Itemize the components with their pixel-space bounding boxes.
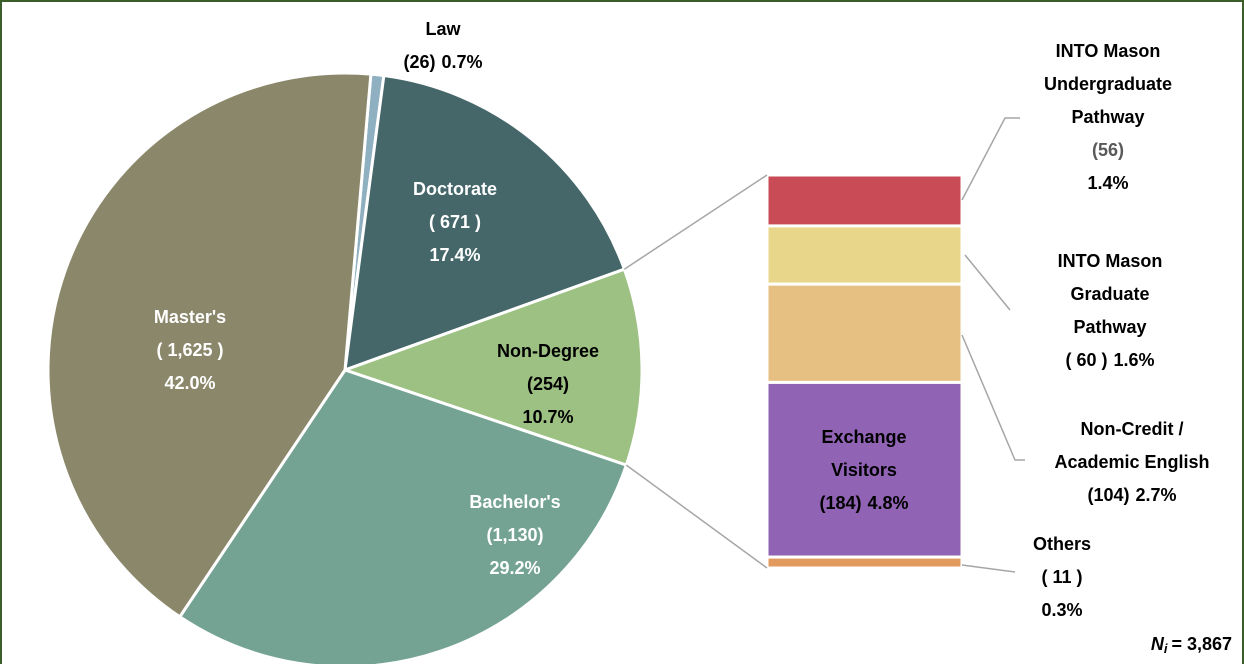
data-label: ( 60 ) 1.6% [1065, 350, 1154, 370]
data-label: (104) 2.7% [1087, 485, 1176, 505]
count-label: ( 671 ) [429, 212, 481, 232]
total-note: Ni = 3,867 [1151, 634, 1232, 657]
data-label: 0.7% [441, 52, 482, 72]
data-label: 17.4% [429, 245, 480, 265]
count-label: (254) [527, 374, 569, 394]
percent-label: 10.7% [522, 407, 573, 427]
bar-segment [765, 173, 964, 228]
count-label: (1,130) [486, 525, 543, 545]
leader-line [961, 564, 1016, 573]
connector [623, 174, 768, 270]
label-name: Master's [154, 307, 226, 327]
data-label: 10.7% [522, 407, 573, 427]
data-label: (1,130) [486, 525, 543, 545]
data-label: 1.4% [1087, 173, 1128, 193]
percent-label: 17.4% [429, 245, 480, 265]
data-label: (184) 4.8% [819, 493, 908, 513]
label-name: INTO Mason Graduate Pathway [1058, 251, 1163, 337]
data-label: ( 60 ) [1065, 350, 1107, 370]
count-label: ( 1,625 ) [156, 340, 223, 360]
count-label: ( 11 ) [1041, 567, 1082, 587]
total-subscript: i [1164, 641, 1168, 656]
count-label: (56) [1092, 140, 1124, 160]
data-label: (254) [527, 374, 569, 394]
data-label: (56) [1092, 140, 1124, 160]
percent-label: 1.4% [1087, 173, 1128, 193]
data-label: (26) 0.7% [403, 52, 482, 72]
percent-label: 0.3% [1041, 600, 1082, 620]
total-value: = 3,867 [1171, 634, 1232, 654]
label-name: Law [425, 19, 461, 39]
bar-segment [765, 555, 964, 570]
data-label: 42.0% [164, 373, 215, 393]
label-name: Non-Degree [497, 341, 599, 361]
label-name: Bachelor's [469, 492, 560, 512]
percent-label: 29.2% [489, 558, 540, 578]
bar-segment [765, 282, 964, 384]
label-name: Others [1033, 534, 1091, 554]
data-label: 4.8% [868, 493, 909, 513]
pie-slice [177, 368, 629, 664]
pie-slice [343, 73, 627, 373]
label-name: Doctorate [413, 179, 497, 199]
label-name: Exchange Visitors [821, 427, 906, 480]
leader-line [961, 334, 1025, 461]
bar-segment [765, 224, 964, 286]
data-label: 2.7% [1136, 485, 1177, 505]
data-label: (184) [819, 493, 861, 513]
percent-label: 42.0% [164, 373, 215, 393]
pie-slice [46, 71, 373, 619]
data-label: (104) [1087, 485, 1129, 505]
data-label: ( 1,625 ) [156, 340, 223, 360]
connector [625, 464, 768, 569]
data-label: ( 671 ) [429, 212, 481, 232]
leader-line [964, 254, 1011, 311]
label-name: Non-Credit / Academic English [1054, 419, 1209, 472]
label-name: INTO Mason Undergraduate Pathway [1044, 41, 1172, 127]
bar-segment [765, 380, 964, 559]
leader-line [961, 117, 1020, 201]
total-symbol: N [1151, 634, 1165, 654]
pie-slice [340, 267, 644, 468]
data-label: 1.6% [1113, 350, 1154, 370]
data-label: (26) [403, 52, 435, 72]
data-label: 0.3% [1041, 600, 1082, 620]
data-label: 29.2% [489, 558, 540, 578]
data-label: ( 11 ) [1041, 567, 1082, 587]
